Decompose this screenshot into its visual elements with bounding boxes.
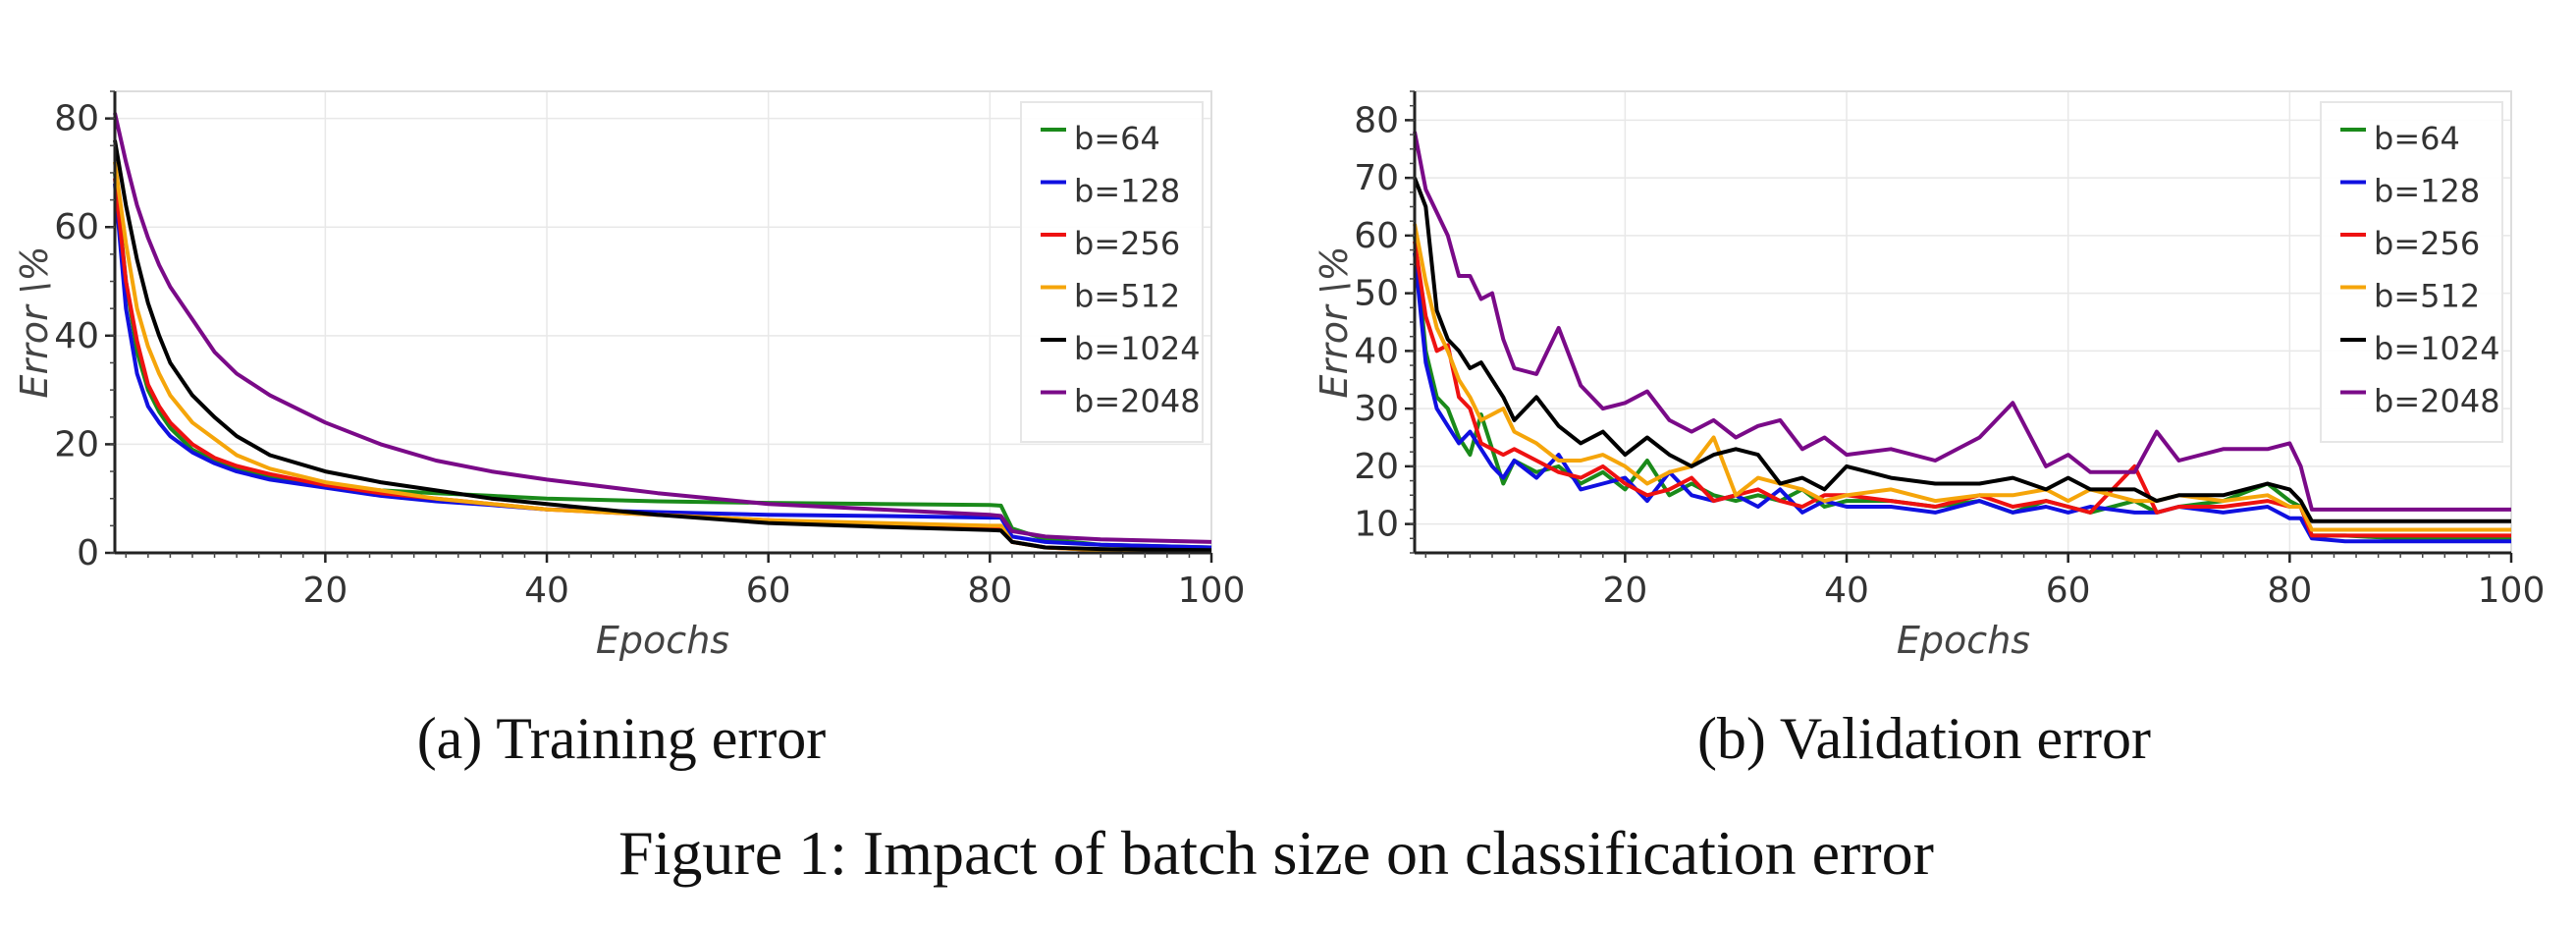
chart-b-legend-label: b=1024 [2374, 330, 2500, 367]
chart-b-y-tick-label: 70 [1354, 158, 1399, 198]
chart-b-legend-box [2320, 101, 2503, 443]
chart-b-y-axis-label: Error \% [1313, 245, 1356, 398]
chart-a-legend-label: b=128 [1074, 173, 1180, 210]
chart-b-x-tick-label: 40 [1824, 571, 1869, 611]
chart-b-legend-label: b=2048 [2374, 383, 2500, 420]
chart-a-x-tick-label: 80 [967, 571, 1012, 611]
chart-a-y-tick-label: 40 [54, 316, 99, 356]
chart-a-y-tick-label: 20 [54, 424, 99, 464]
chart-b-series-group [1413, 131, 2511, 544]
chart-a-y-tick-label: 60 [54, 207, 99, 247]
chart-b-legend-label: b=256 [2374, 225, 2480, 262]
chart-a-legend-label: b=256 [1074, 225, 1180, 262]
chart-b-series-line-b128 [1413, 252, 2511, 544]
chart-a-y-tick-label: 80 [54, 99, 99, 139]
chart-b-y-tick-label: 40 [1354, 331, 1399, 371]
chart-a-ticks: 20 40 60 80 100 0 20 40 60 80 [54, 90, 1246, 611]
chart-a-x-axis-label: Epochs [596, 619, 729, 662]
chart-a-x-tick-label: 60 [746, 571, 791, 611]
chart-a-x-tick-label: 100 [1178, 571, 1246, 611]
chart-b-x-tick-label: 80 [2267, 571, 2312, 611]
chart-b-x-tick-label: 100 [2478, 571, 2546, 611]
chart-b-y-tick-label: 30 [1354, 389, 1399, 429]
chart-b-y-tick-label: 60 [1354, 216, 1399, 256]
chart-a-series-line-b512 [113, 161, 1212, 554]
chart-a-legend-label: b=1024 [1074, 330, 1201, 367]
chart-a-legend: b=64 b=128 b=256 b=512 b=1024 b=2048 [1020, 101, 1204, 443]
chart-b-series-line-b2048 [1413, 131, 2511, 512]
chart-a: 20 40 60 80 100 0 20 40 60 80 Epochs Error \% b=6… [13, 90, 1246, 771]
chart-b-x-tick-label: 60 [2046, 571, 2091, 611]
figure-caption: Figure 1: Impact of batch size on classi… [618, 818, 1934, 888]
chart-b-series-line-b1024 [1413, 177, 2511, 523]
chart-b-series-line-b256 [1413, 241, 2511, 538]
chart-a-legend-label: b=512 [1074, 278, 1180, 315]
chart-b-y-tick-label: 20 [1354, 447, 1399, 487]
chart-b-x-axis-label: Epochs [1897, 619, 2030, 662]
chart-b-legend: b=64 b=128 b=256 b=512 b=1024 b=2048 [2320, 101, 2503, 443]
chart-b-ticks: 20 40 60 80 100 10 20 30 40 50 60 70 80 [1354, 90, 2546, 611]
chart-b-x-tick-label: 20 [1602, 571, 1647, 611]
chart-a-subcaption: (a) Training error [417, 706, 827, 771]
chart-a-series-group [113, 112, 1212, 554]
chart-b-y-tick-label: 10 [1354, 505, 1399, 545]
chart-a-x-tick-label: 40 [524, 571, 569, 611]
chart-a-legend-label: b=64 [1074, 120, 1160, 157]
chart-a-series-line-b1024 [113, 139, 1212, 553]
chart-a-series-line-b2048 [113, 112, 1212, 544]
chart-b-y-tick-label: 80 [1354, 100, 1399, 140]
chart-b-legend-label: b=512 [2374, 278, 2480, 315]
chart-a-x-tick-label: 20 [302, 571, 348, 611]
chart-b: 20 40 60 80 100 10 20 30 40 50 60 70 80 Epochs Error… [1313, 90, 2546, 771]
chart-b-subcaption: (b) Validation error [1697, 706, 2151, 771]
chart-a-y-axis-label: Error \% [13, 245, 56, 398]
chart-b-y-tick-label: 50 [1354, 274, 1399, 314]
chart-a-series-line-b64 [113, 172, 1212, 550]
chart-a-legend-label: b=2048 [1074, 383, 1201, 420]
chart-a-legend-box [1020, 101, 1204, 443]
chart-a-y-tick-label: 0 [77, 533, 99, 573]
chart-b-legend-label: b=128 [2374, 173, 2480, 210]
chart-b-legend-label: b=64 [2374, 120, 2460, 157]
